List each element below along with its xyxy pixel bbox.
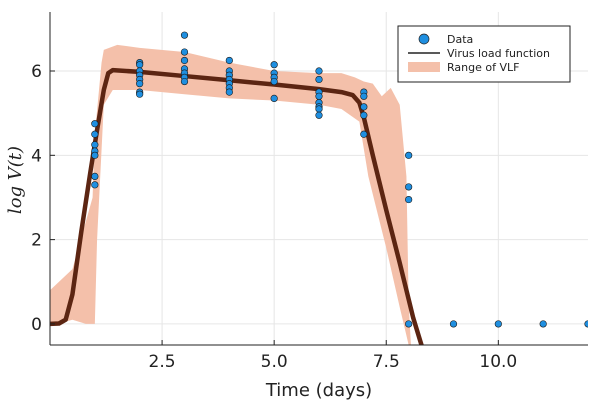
- data-point: [539, 320, 547, 328]
- x-tick-label: 2.5: [149, 352, 176, 372]
- data-point: [315, 75, 323, 84]
- data-point: [180, 56, 189, 65]
- data-point: [225, 88, 233, 96]
- data-point: [91, 130, 99, 138]
- data-point: [91, 172, 99, 180]
- data-point: [405, 195, 413, 204]
- data-point: [315, 67, 323, 75]
- data-point: [449, 320, 458, 328]
- tick-labels: 2.5 5.0 7.5 10.0 0 2 4 6: [31, 62, 517, 372]
- data-point: [180, 48, 189, 56]
- data-point: [91, 120, 99, 128]
- legend-marker-data: [418, 33, 430, 45]
- data-points-layer: [91, 31, 588, 328]
- virus-load-function-line: [50, 67, 424, 345]
- data-point: [270, 77, 278, 86]
- legend-marker-range: [408, 62, 440, 72]
- data-point: [360, 92, 368, 100]
- data-point: [91, 181, 99, 189]
- data-point: [360, 130, 368, 138]
- range-of-vlf-band: [50, 44, 411, 345]
- y-tick-label: 0: [31, 315, 42, 335]
- data-point: [136, 90, 144, 98]
- data-point: [270, 61, 278, 69]
- x-tick-label: 5.0: [261, 352, 288, 372]
- data-point: [315, 92, 323, 100]
- data-point: [315, 105, 323, 113]
- legend-label-vlf: Virus load function: [447, 47, 550, 60]
- data-point: [494, 320, 502, 328]
- data-point: [405, 151, 413, 159]
- data-point: [360, 111, 368, 119]
- y-tick-label: 6: [31, 62, 42, 82]
- y-tick-label: 2: [31, 231, 42, 251]
- vlf-line-layer: [50, 67, 424, 345]
- data-point: [270, 94, 278, 103]
- data-point: [180, 77, 189, 86]
- data-point: [225, 56, 233, 65]
- data-point: [91, 141, 99, 149]
- data-point: [584, 320, 588, 328]
- data-point: [180, 31, 189, 39]
- x-axis-label: Time (days): [265, 380, 372, 400]
- x-tick-label: 7.5: [373, 352, 400, 372]
- data-point: [136, 80, 144, 88]
- y-axis-label: log V(t): [5, 146, 26, 214]
- y-tick-label: 4: [31, 146, 42, 166]
- legend-label-data: Data: [447, 33, 473, 46]
- data-point: [136, 61, 144, 69]
- data-point: [91, 151, 99, 159]
- data-point: [405, 183, 413, 191]
- data-point: [315, 111, 323, 119]
- legend-label-range: Range of VLF: [447, 61, 519, 74]
- range-band-layer: [50, 44, 411, 345]
- x-tick-label: 10.0: [479, 352, 517, 372]
- data-point: [360, 103, 368, 111]
- legend: Data Virus load function Range of VLF: [397, 25, 571, 83]
- data-point: [405, 320, 413, 328]
- axes: [49, 12, 588, 346]
